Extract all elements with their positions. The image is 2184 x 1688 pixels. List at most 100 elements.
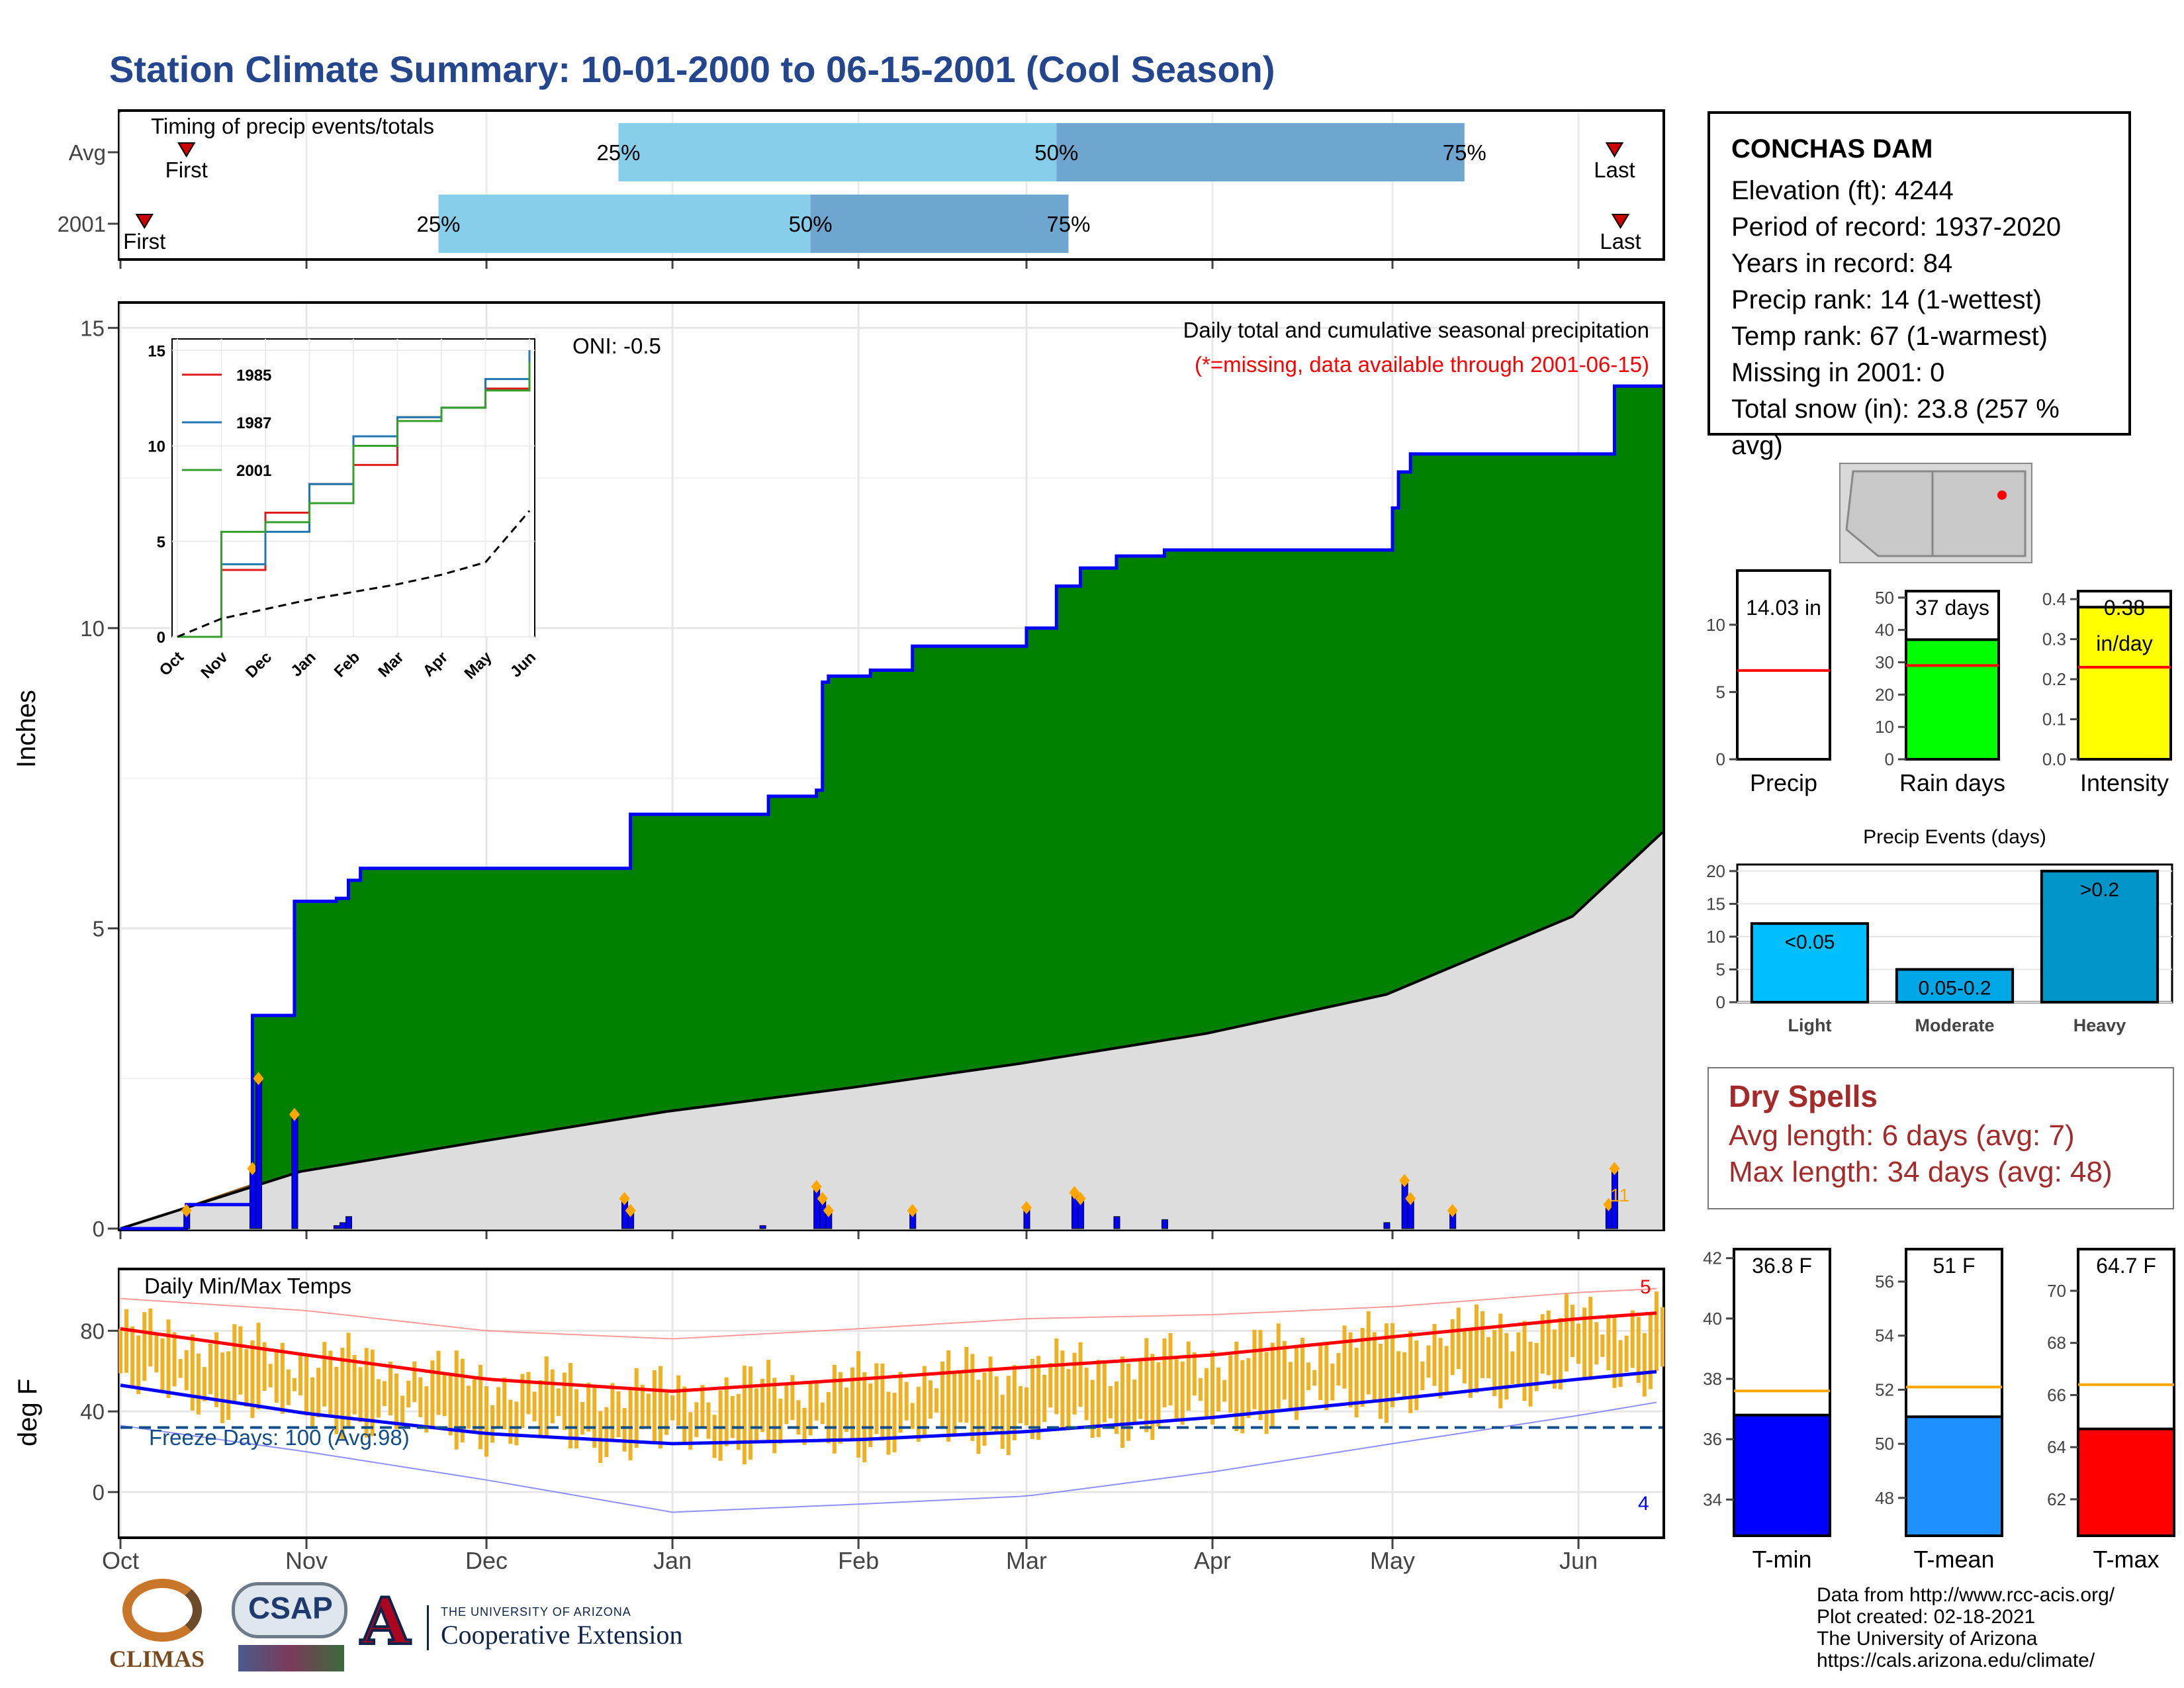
daily-temp-bar: [670, 1395, 675, 1421]
daily-precip-bar: [291, 1114, 298, 1229]
daily-temp-bar: [388, 1362, 392, 1416]
daily-temp-bar: [844, 1387, 849, 1432]
daily-temp-bar: [1396, 1351, 1401, 1394]
daily-temp-bar: [166, 1319, 171, 1399]
daily-temp-bar: [1204, 1368, 1208, 1419]
temp-summary-ytick-label: 66: [2047, 1385, 2066, 1405]
daily-temp-bar: [904, 1382, 909, 1421]
timing-first-label: First: [165, 158, 208, 182]
daily-temp-bar: [766, 1360, 771, 1443]
daily-temp-bar: [1024, 1387, 1028, 1426]
daily-temp-bar: [940, 1361, 945, 1427]
daily-temp-bar: [1414, 1340, 1419, 1411]
daily-temp-bar: [1042, 1374, 1047, 1423]
daily-temp-bar: [910, 1403, 915, 1429]
summary-bar-ytick-label: 10: [1875, 717, 1894, 737]
csap-logo-text: CSAP: [248, 1591, 333, 1625]
events-bar: [1895, 968, 2015, 1004]
timing-q50-q75-bar: [810, 195, 1069, 253]
timing-last-label: Last: [1600, 229, 1641, 254]
daily-temp-bar: [412, 1361, 417, 1402]
daily-temp-bar: [238, 1326, 243, 1395]
daily-temp-bar: [364, 1348, 369, 1438]
daily-temp-bar: [988, 1356, 993, 1431]
daily-temp-bar: [850, 1367, 855, 1439]
precip-ytick-label: 10: [80, 616, 105, 641]
daily-temp-bar: [1270, 1342, 1275, 1429]
daily-precip-bar: [759, 1225, 766, 1229]
daily-temp-bar: [382, 1381, 387, 1407]
daily-temp-bar: [1312, 1370, 1317, 1386]
daily-temp-bar: [1006, 1376, 1011, 1456]
timing-first-label: First: [123, 229, 165, 254]
station-snow: Total snow (in): 23.8 (257 % avg): [1731, 395, 2060, 460]
record-min-line: [120, 1401, 1657, 1513]
daily-temp-bar: [676, 1375, 681, 1426]
inset-xtick-label: Apr: [420, 648, 451, 680]
month-tick-label: May: [1370, 1547, 1415, 1574]
daily-temp-bar: [340, 1348, 345, 1440]
daily-temp-bar: [1480, 1311, 1485, 1378]
daily-temp-bar: [946, 1350, 951, 1442]
daily-temp-bar: [1066, 1369, 1071, 1430]
daily-temp-bar: [778, 1398, 783, 1444]
daily-temp-bar: [562, 1372, 567, 1430]
daily-temp-bar: [526, 1372, 531, 1415]
daily-temp-bar: [472, 1379, 477, 1432]
summary-bar-ytick-label: 0.4: [2042, 589, 2066, 609]
daily-temp-bar: [772, 1378, 777, 1454]
daily-temp-bar: [1144, 1338, 1149, 1432]
daily-temp-bar: [1642, 1333, 1647, 1397]
daily-temp-bar: [652, 1370, 657, 1443]
daily-temp-bar: [832, 1364, 837, 1454]
summary-bar-ytick-label: 40: [1875, 620, 1894, 640]
station-info-box: CONCHAS DAM Elevation (ft): 4244 Period …: [1707, 111, 2131, 460]
temp-summary-ytick-label: 56: [1875, 1272, 1894, 1291]
daily-temp-bar: [1426, 1345, 1431, 1378]
daily-temp-bar: [1012, 1365, 1017, 1440]
daily-temp-bar: [658, 1366, 662, 1449]
daily-temp-bar: [1318, 1345, 1323, 1400]
daily-temp-bar: [814, 1382, 819, 1421]
daily-precip-marker: [181, 1203, 192, 1217]
daily-temp-bar: [520, 1374, 525, 1429]
daily-temp-bar: [1624, 1335, 1629, 1372]
precip-ylabel: Inches: [12, 690, 41, 768]
temp-summary-ytick-label: 54: [1875, 1326, 1894, 1346]
daily-temp-bar: [1630, 1310, 1635, 1368]
daily-temp-bar: [1558, 1317, 1563, 1389]
daily-precip-marker: [625, 1203, 636, 1217]
daily-temp-bar: [1348, 1332, 1353, 1408]
daily-temp-bar: [586, 1382, 591, 1432]
daily-temp-bar: [1258, 1330, 1263, 1421]
page-title: Station Climate Summary: 10-01-2000 to 0…: [109, 48, 1275, 90]
daily-temp-bar: [994, 1376, 999, 1433]
events-ytick-label: 5: [1716, 959, 1725, 979]
daily-temp-bar: [982, 1372, 987, 1446]
daily-temp-bar: [724, 1377, 729, 1446]
daily-precip-marker: [247, 1162, 258, 1176]
daily-temp-bar: [1372, 1332, 1377, 1401]
average-cumulative-line: [120, 831, 1664, 1230]
daily-temp-bar: [868, 1383, 873, 1448]
daily-temp-bar: [886, 1391, 891, 1455]
daily-temp-bar: [430, 1360, 435, 1429]
summary-bar-value: [1905, 638, 2000, 761]
temp-summary-ytick-label: 36: [1703, 1429, 1722, 1449]
temp-summary-value-label: 36.8 F: [1752, 1254, 1812, 1278]
summary-bar-value-label: 37 days: [1915, 596, 1989, 620]
daily-temp-bar: [682, 1386, 687, 1444]
daily-temp-bar: [1384, 1323, 1388, 1423]
daily-temp-bar: [268, 1364, 273, 1387]
daily-temp-bar: [298, 1355, 302, 1395]
daily-temp-bar: [376, 1379, 381, 1418]
daily-precip-marker: [1603, 1197, 1614, 1211]
temp-ytick-label: 80: [80, 1319, 105, 1343]
daily-temp-bar: [196, 1353, 201, 1415]
csap-cloud-icon: [232, 1582, 347, 1638]
inset-ytick-label: 15: [148, 342, 165, 360]
daily-temp-bar: [610, 1383, 615, 1440]
temp-summary-ytick-label: 34: [1703, 1489, 1722, 1509]
events-category-label: Light: [1788, 1015, 1832, 1035]
